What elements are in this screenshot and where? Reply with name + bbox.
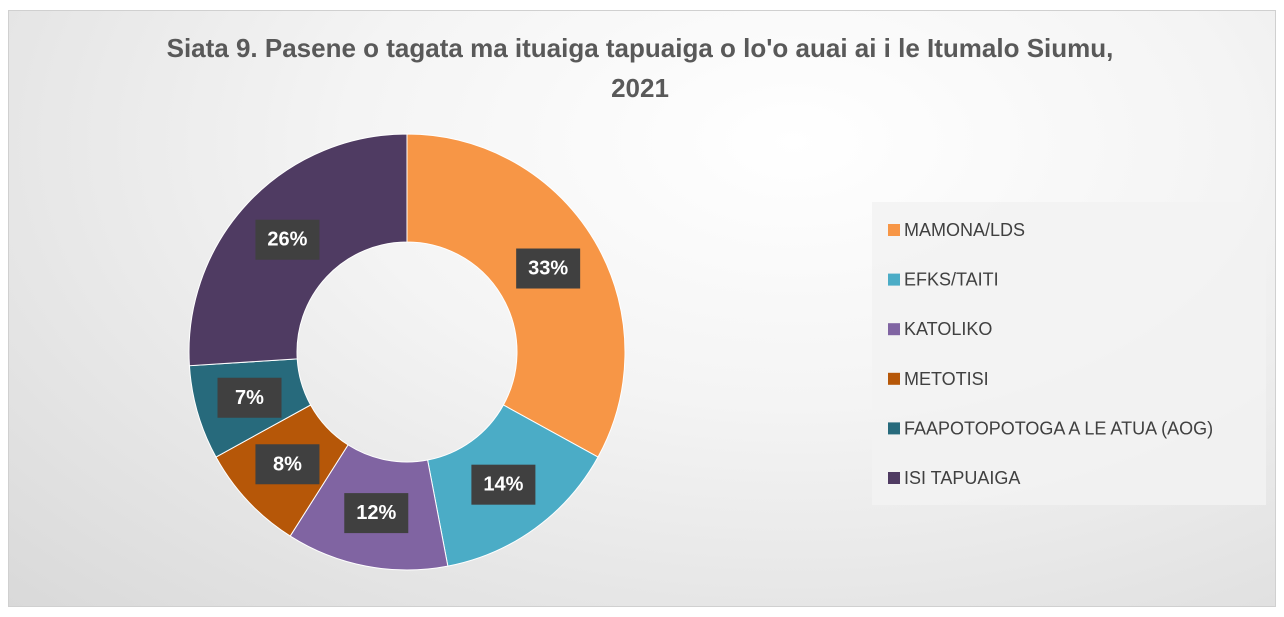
legend-label: ISI TAPUAIGA bbox=[904, 468, 1020, 488]
data-label-box bbox=[255, 219, 320, 260]
legend-swatch bbox=[888, 422, 900, 435]
legend-label: FAAPOTOPOTOGA A LE ATUA (AOG) bbox=[904, 418, 1213, 438]
data-label: 26% bbox=[267, 229, 307, 251]
data-label: 7% bbox=[235, 387, 264, 409]
data-label: 33% bbox=[528, 258, 568, 280]
data-label-box bbox=[471, 464, 536, 505]
legend-swatch bbox=[888, 273, 900, 286]
data-label-box bbox=[344, 493, 409, 534]
legend-swatch bbox=[888, 323, 900, 336]
legend-label: METOTISI bbox=[904, 369, 989, 389]
data-label-box bbox=[217, 377, 282, 418]
legend-label: EFKS/TAITI bbox=[904, 270, 999, 290]
legend-label: MAMONA/LDS bbox=[904, 220, 1025, 240]
legend-swatch bbox=[888, 472, 900, 484]
legend-label: KATOLIKO bbox=[904, 319, 992, 339]
legend-swatch bbox=[888, 224, 900, 236]
data-label: 8% bbox=[273, 453, 302, 475]
data-label: 14% bbox=[483, 474, 523, 496]
data-label: 12% bbox=[356, 502, 396, 524]
data-label-box bbox=[516, 248, 581, 289]
chart-title: Siata 9. Pasene o tagata ma ituaiga tapu… bbox=[166, 33, 1114, 103]
legend-box bbox=[872, 202, 1266, 505]
data-label-box bbox=[255, 444, 320, 485]
slice bbox=[406, 133, 626, 458]
legend-swatch bbox=[888, 372, 900, 385]
